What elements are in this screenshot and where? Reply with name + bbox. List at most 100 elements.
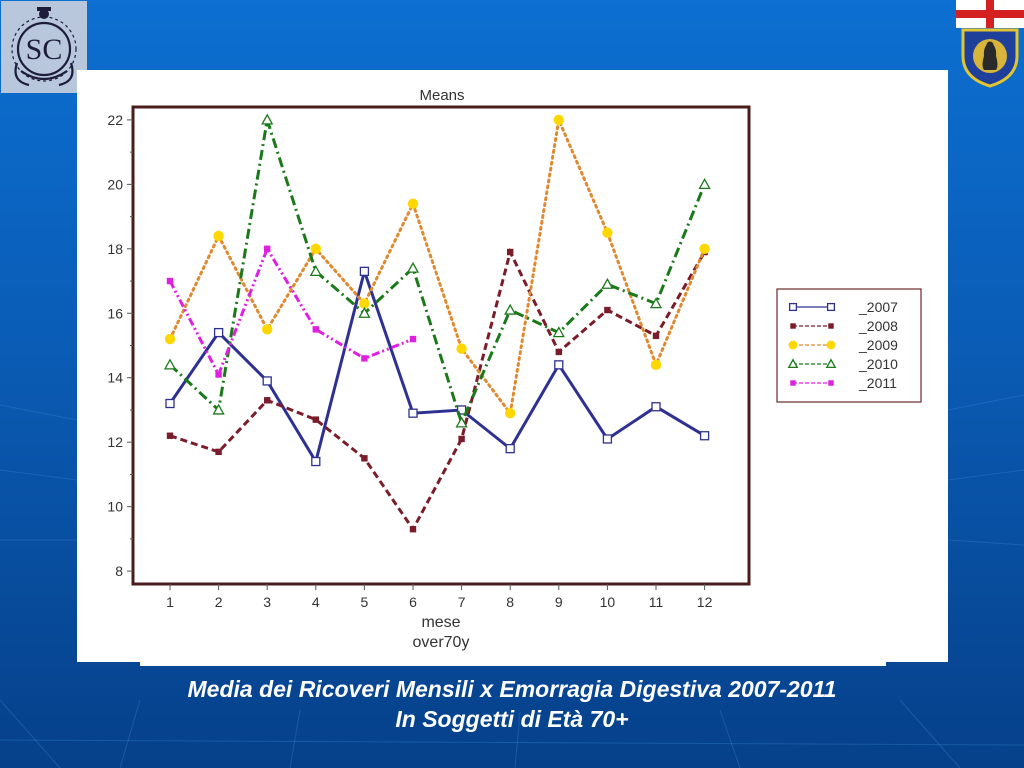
series-line xyxy=(169,247,706,533)
legend-label: _2011 xyxy=(858,375,897,391)
data-point xyxy=(310,243,321,255)
y-tick-label: 14 xyxy=(107,370,123,386)
x-tick-label: 5 xyxy=(361,594,369,610)
sc-emblem-icon: SC xyxy=(11,7,77,87)
legend-marker xyxy=(790,380,796,386)
logo-right xyxy=(955,0,1024,88)
chart-title: Means xyxy=(419,87,464,104)
data-point xyxy=(650,359,662,371)
data-point xyxy=(406,261,420,273)
series-2009 xyxy=(164,114,710,419)
x-tick-label: 8 xyxy=(506,594,514,610)
series-layer xyxy=(163,113,711,533)
y-axis: 8 10 12 14 16 18 20 22 xyxy=(107,112,133,579)
data-point xyxy=(555,348,562,356)
data-point xyxy=(651,402,661,412)
legend-label: _2010 xyxy=(858,356,898,372)
series-line xyxy=(168,266,706,466)
y-tick-label: 10 xyxy=(107,499,123,515)
caption-line-1: Media dei Ricoveri Mensili x Emorragia D… xyxy=(187,676,837,702)
series-2010 xyxy=(163,113,711,428)
data-point xyxy=(361,355,368,362)
legend: _2007 _2008 _2009 _2010 _2011 xyxy=(776,288,922,403)
data-point xyxy=(215,371,222,378)
data-point xyxy=(262,324,273,335)
series-2011 xyxy=(166,245,417,379)
logo-left-text: SC xyxy=(26,33,63,66)
series-2007 xyxy=(165,266,710,467)
data-point xyxy=(359,266,370,277)
y-tick-label: 20 xyxy=(107,176,123,192)
data-point xyxy=(505,407,516,419)
legend-marker xyxy=(825,358,837,369)
data-point xyxy=(166,432,174,439)
logo-left: SC xyxy=(1,1,87,93)
x-tick-label: 1 xyxy=(166,594,174,610)
legend-marker xyxy=(788,302,798,312)
data-point xyxy=(264,397,271,404)
y-tick-label: 12 xyxy=(107,434,123,450)
legend-marker xyxy=(828,323,834,329)
data-point xyxy=(553,114,564,126)
data-point xyxy=(358,306,371,318)
data-point xyxy=(408,408,418,418)
legend-item: _2010 xyxy=(787,356,898,372)
data-point xyxy=(213,230,224,242)
legend-marker xyxy=(826,302,836,312)
data-point xyxy=(507,248,514,256)
data-point xyxy=(312,326,319,333)
data-point xyxy=(601,277,614,289)
data-point xyxy=(649,297,663,309)
slide-caption: Media dei Ricoveri Mensili x Emorragia D… xyxy=(0,674,1024,734)
data-point xyxy=(261,113,274,125)
x-tick-label: 4 xyxy=(312,594,320,610)
y-tick-label: 22 xyxy=(107,112,123,128)
legend-marker xyxy=(787,358,799,369)
data-point xyxy=(311,456,321,467)
data-point xyxy=(602,227,613,238)
data-point xyxy=(458,435,465,443)
x-tick-label: 3 xyxy=(263,594,271,610)
legend-item: _2008 xyxy=(790,318,898,334)
data-point xyxy=(552,326,565,338)
x-tick-label: 9 xyxy=(555,594,563,610)
x-tick-label: 10 xyxy=(600,594,616,610)
legend-item: _2009 xyxy=(788,337,898,353)
data-point xyxy=(456,343,467,354)
data-point xyxy=(505,443,515,454)
data-point xyxy=(309,265,322,277)
plot-frame xyxy=(131,105,751,586)
data-point xyxy=(455,416,468,428)
legend-label: _2008 xyxy=(858,318,898,334)
legend-marker xyxy=(828,380,834,386)
data-point xyxy=(504,303,517,315)
data-point xyxy=(215,448,222,456)
data-point xyxy=(312,416,319,423)
data-point xyxy=(212,403,225,415)
legend-box xyxy=(776,288,922,403)
x-axis-label-secondary: over70y xyxy=(413,634,470,651)
data-point xyxy=(652,332,660,340)
data-point xyxy=(409,526,417,533)
x-tick-label: 11 xyxy=(649,594,664,610)
y-tick-label: 8 xyxy=(115,563,123,579)
legend-item: _2007 xyxy=(788,299,898,315)
x-tick-label: 2 xyxy=(215,594,223,610)
chart-panel: Means 8 10 12 14 16 18 20 22 1 2 3 4 5 6 7 8 9 10 11 12 _2… xyxy=(77,70,948,662)
y-tick-label: 16 xyxy=(107,305,123,321)
data-point xyxy=(409,335,417,343)
data-point xyxy=(361,455,368,462)
data-point xyxy=(213,327,224,338)
data-point xyxy=(164,333,176,345)
data-point xyxy=(699,431,710,441)
x-tick-label: 12 xyxy=(697,594,713,610)
legend-label: _2009 xyxy=(858,337,898,353)
data-point xyxy=(163,358,177,370)
series-line xyxy=(168,119,706,428)
x-axis: 1 2 3 4 5 6 7 8 9 10 11 12 xyxy=(166,584,713,610)
series-line xyxy=(168,114,707,417)
caption-line-2: In Soggetti di Età 70+ xyxy=(395,706,629,732)
data-point xyxy=(262,376,272,386)
